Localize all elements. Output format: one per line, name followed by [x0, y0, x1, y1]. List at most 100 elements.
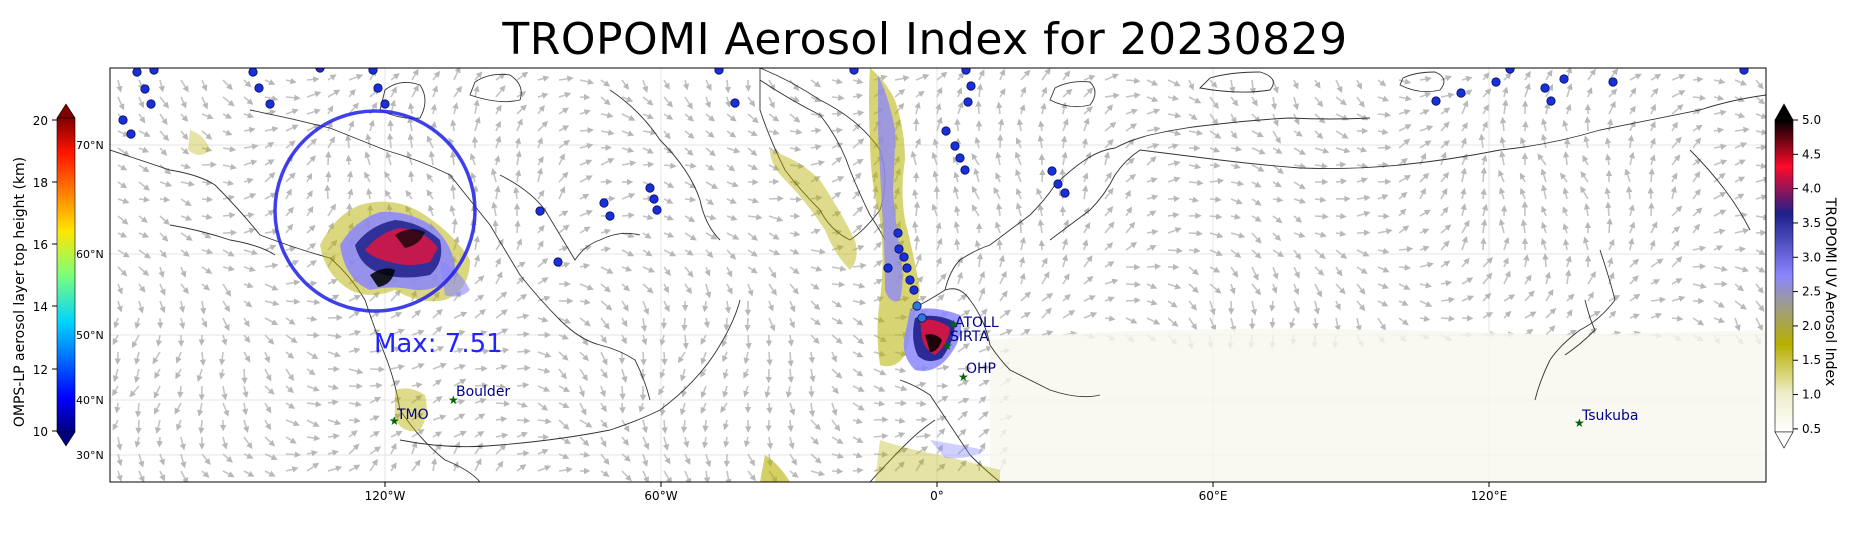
wind-arrow	[1519, 187, 1526, 200]
wind-arrow	[787, 419, 794, 433]
wind-arrow	[516, 71, 529, 81]
wind-arrow	[1713, 159, 1728, 166]
wind-arrow	[1230, 145, 1243, 152]
wind-arrow	[390, 73, 400, 81]
wind-arrow	[514, 137, 522, 149]
wind-arrow	[1629, 105, 1636, 115]
wind-arrow	[495, 120, 501, 132]
svg-text:TMO: TMO	[396, 407, 429, 423]
wind-arrow	[1734, 159, 1746, 166]
wind-arrow	[537, 257, 549, 268]
wind-arrow	[953, 171, 960, 183]
wind-arrow	[789, 196, 803, 203]
wind-arrow	[1293, 147, 1306, 155]
wind-arrow	[789, 96, 801, 102]
wind-arrow	[936, 116, 943, 132]
wind-arrow	[705, 113, 716, 122]
wind-arrow	[1015, 187, 1022, 200]
wind-arrow	[1209, 162, 1221, 169]
right-cbar-tick: 0.5	[1802, 422, 1821, 436]
right-colorbar: 5.0 4.5 4.0 3.5 3.0 2.5 2.0 1.5 1.0 0.5 TROPOMI U…	[1774, 103, 1838, 449]
wind-arrow	[1104, 278, 1119, 285]
wind-arrow	[473, 254, 481, 268]
wind-arrow	[1167, 227, 1182, 234]
wind-arrow	[1440, 224, 1452, 234]
wind-arrow	[704, 96, 711, 109]
wind-arrow	[243, 249, 259, 256]
wind-arrow	[117, 249, 130, 258]
wind-arrow	[116, 79, 123, 93]
wind-arrow	[1146, 156, 1157, 166]
wind-arrow	[1209, 249, 1224, 256]
wind-arrow	[453, 85, 463, 98]
wind-arrow	[1692, 137, 1702, 149]
wind-arrow	[1188, 96, 1202, 104]
wind-arrow	[1356, 177, 1368, 184]
wind-arrow	[766, 351, 773, 366]
wind-arrow	[912, 220, 919, 234]
wind-arrow	[704, 266, 711, 277]
wind-arrow	[1499, 136, 1506, 149]
omps-lp-point	[905, 275, 915, 285]
wind-arrow	[1061, 254, 1068, 268]
wind-arrow	[997, 118, 1005, 132]
wind-arrow	[1629, 221, 1636, 234]
wind-arrow	[1605, 201, 1612, 217]
omps-lp-point	[1060, 188, 1070, 198]
wind-arrow	[873, 241, 882, 251]
wind-arrow	[579, 283, 594, 291]
wind-arrow	[1461, 75, 1473, 82]
wind-arrow	[222, 249, 235, 257]
wind-arrow	[1545, 83, 1554, 98]
wind-arrow	[285, 124, 299, 132]
wind-arrow	[1419, 187, 1426, 200]
wind-arrow	[348, 417, 361, 424]
wind-arrow	[1755, 96, 1766, 105]
right-cbar-tick: 1.0	[1802, 388, 1821, 402]
wind-arrow	[513, 186, 520, 200]
wind-arrow	[1502, 257, 1509, 268]
wind-arrow	[1461, 257, 1470, 268]
wind-arrow	[1713, 127, 1725, 134]
wind-arrow	[1460, 203, 1467, 217]
wind-arrow	[1582, 236, 1590, 251]
wind-arrow	[198, 419, 205, 435]
right-cbar-tick: 2.5	[1802, 285, 1821, 299]
wind-arrow	[831, 127, 843, 134]
wind-arrow	[621, 160, 637, 167]
wind-arrow	[306, 108, 321, 115]
wind-arrow	[913, 201, 921, 217]
wind-arrow	[1460, 167, 1467, 183]
wind-arrow	[407, 133, 415, 149]
wind-arrow	[579, 159, 593, 166]
wind-arrow	[1167, 143, 1179, 150]
left-cbar-label: OMPS-LP aerosol layer top height (km)	[12, 157, 28, 427]
wind-arrow	[1293, 162, 1307, 170]
wind-arrow	[681, 317, 688, 332]
lat-label: 70°N	[76, 139, 104, 152]
wind-arrow	[1499, 187, 1506, 200]
wind-arrow	[327, 89, 341, 98]
wind-arrow	[1540, 168, 1547, 183]
wind-arrow	[347, 188, 354, 200]
wind-arrow	[1545, 69, 1553, 81]
wind-arrow	[495, 271, 503, 285]
wind-arrow	[264, 209, 275, 217]
wind-arrow	[726, 130, 737, 138]
wind-arrow	[957, 71, 965, 81]
wind-arrow	[222, 212, 236, 219]
wind-arrow	[852, 467, 864, 474]
wind-arrow	[1272, 266, 1279, 280]
wind-arrow	[1019, 236, 1026, 251]
wind-arrow	[159, 113, 168, 126]
wind-arrow	[1419, 125, 1434, 132]
wind-arrow	[1398, 95, 1412, 102]
wind-arrow	[1335, 266, 1343, 277]
wind-arrow	[684, 96, 693, 110]
wind-arrow	[285, 279, 301, 286]
wind-arrow	[1209, 177, 1225, 185]
wind-arrow	[956, 256, 963, 268]
wind-arrow	[1146, 126, 1161, 133]
wind-arrow	[1755, 194, 1766, 201]
wind-arrow	[327, 433, 340, 440]
